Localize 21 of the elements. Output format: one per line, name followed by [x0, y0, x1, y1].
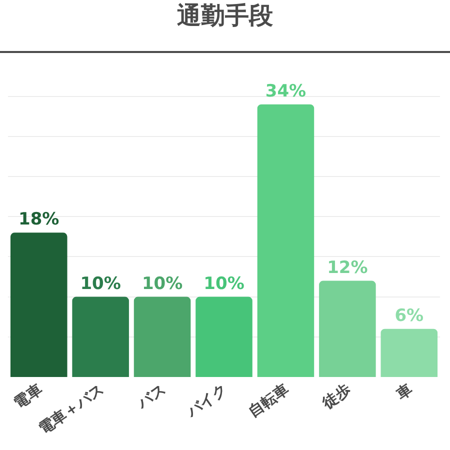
bar	[196, 296, 252, 377]
data-label: 10%	[80, 274, 121, 294]
data-label: 6%	[394, 306, 424, 326]
bar	[134, 296, 191, 377]
x-tick-label: バイク	[182, 380, 231, 422]
x-tick-label: 自転車	[245, 380, 292, 421]
x-tick-label: 徒歩	[318, 380, 354, 413]
data-label: 34%	[265, 81, 306, 102]
bar	[10, 232, 68, 377]
x-tick-label: 電車	[10, 380, 46, 412]
x-tick-label: バス	[133, 380, 169, 413]
bar	[380, 328, 438, 377]
bar	[319, 280, 376, 377]
data-label: 12%	[327, 258, 368, 278]
data-label: 10%	[204, 274, 244, 294]
chart-title: 通勤手段	[176, 2, 274, 30]
data-label: 18%	[18, 210, 60, 230]
data-label: 10%	[142, 274, 183, 294]
bar	[72, 296, 129, 377]
x-tick-label: 車	[392, 380, 416, 404]
bar	[257, 104, 314, 377]
